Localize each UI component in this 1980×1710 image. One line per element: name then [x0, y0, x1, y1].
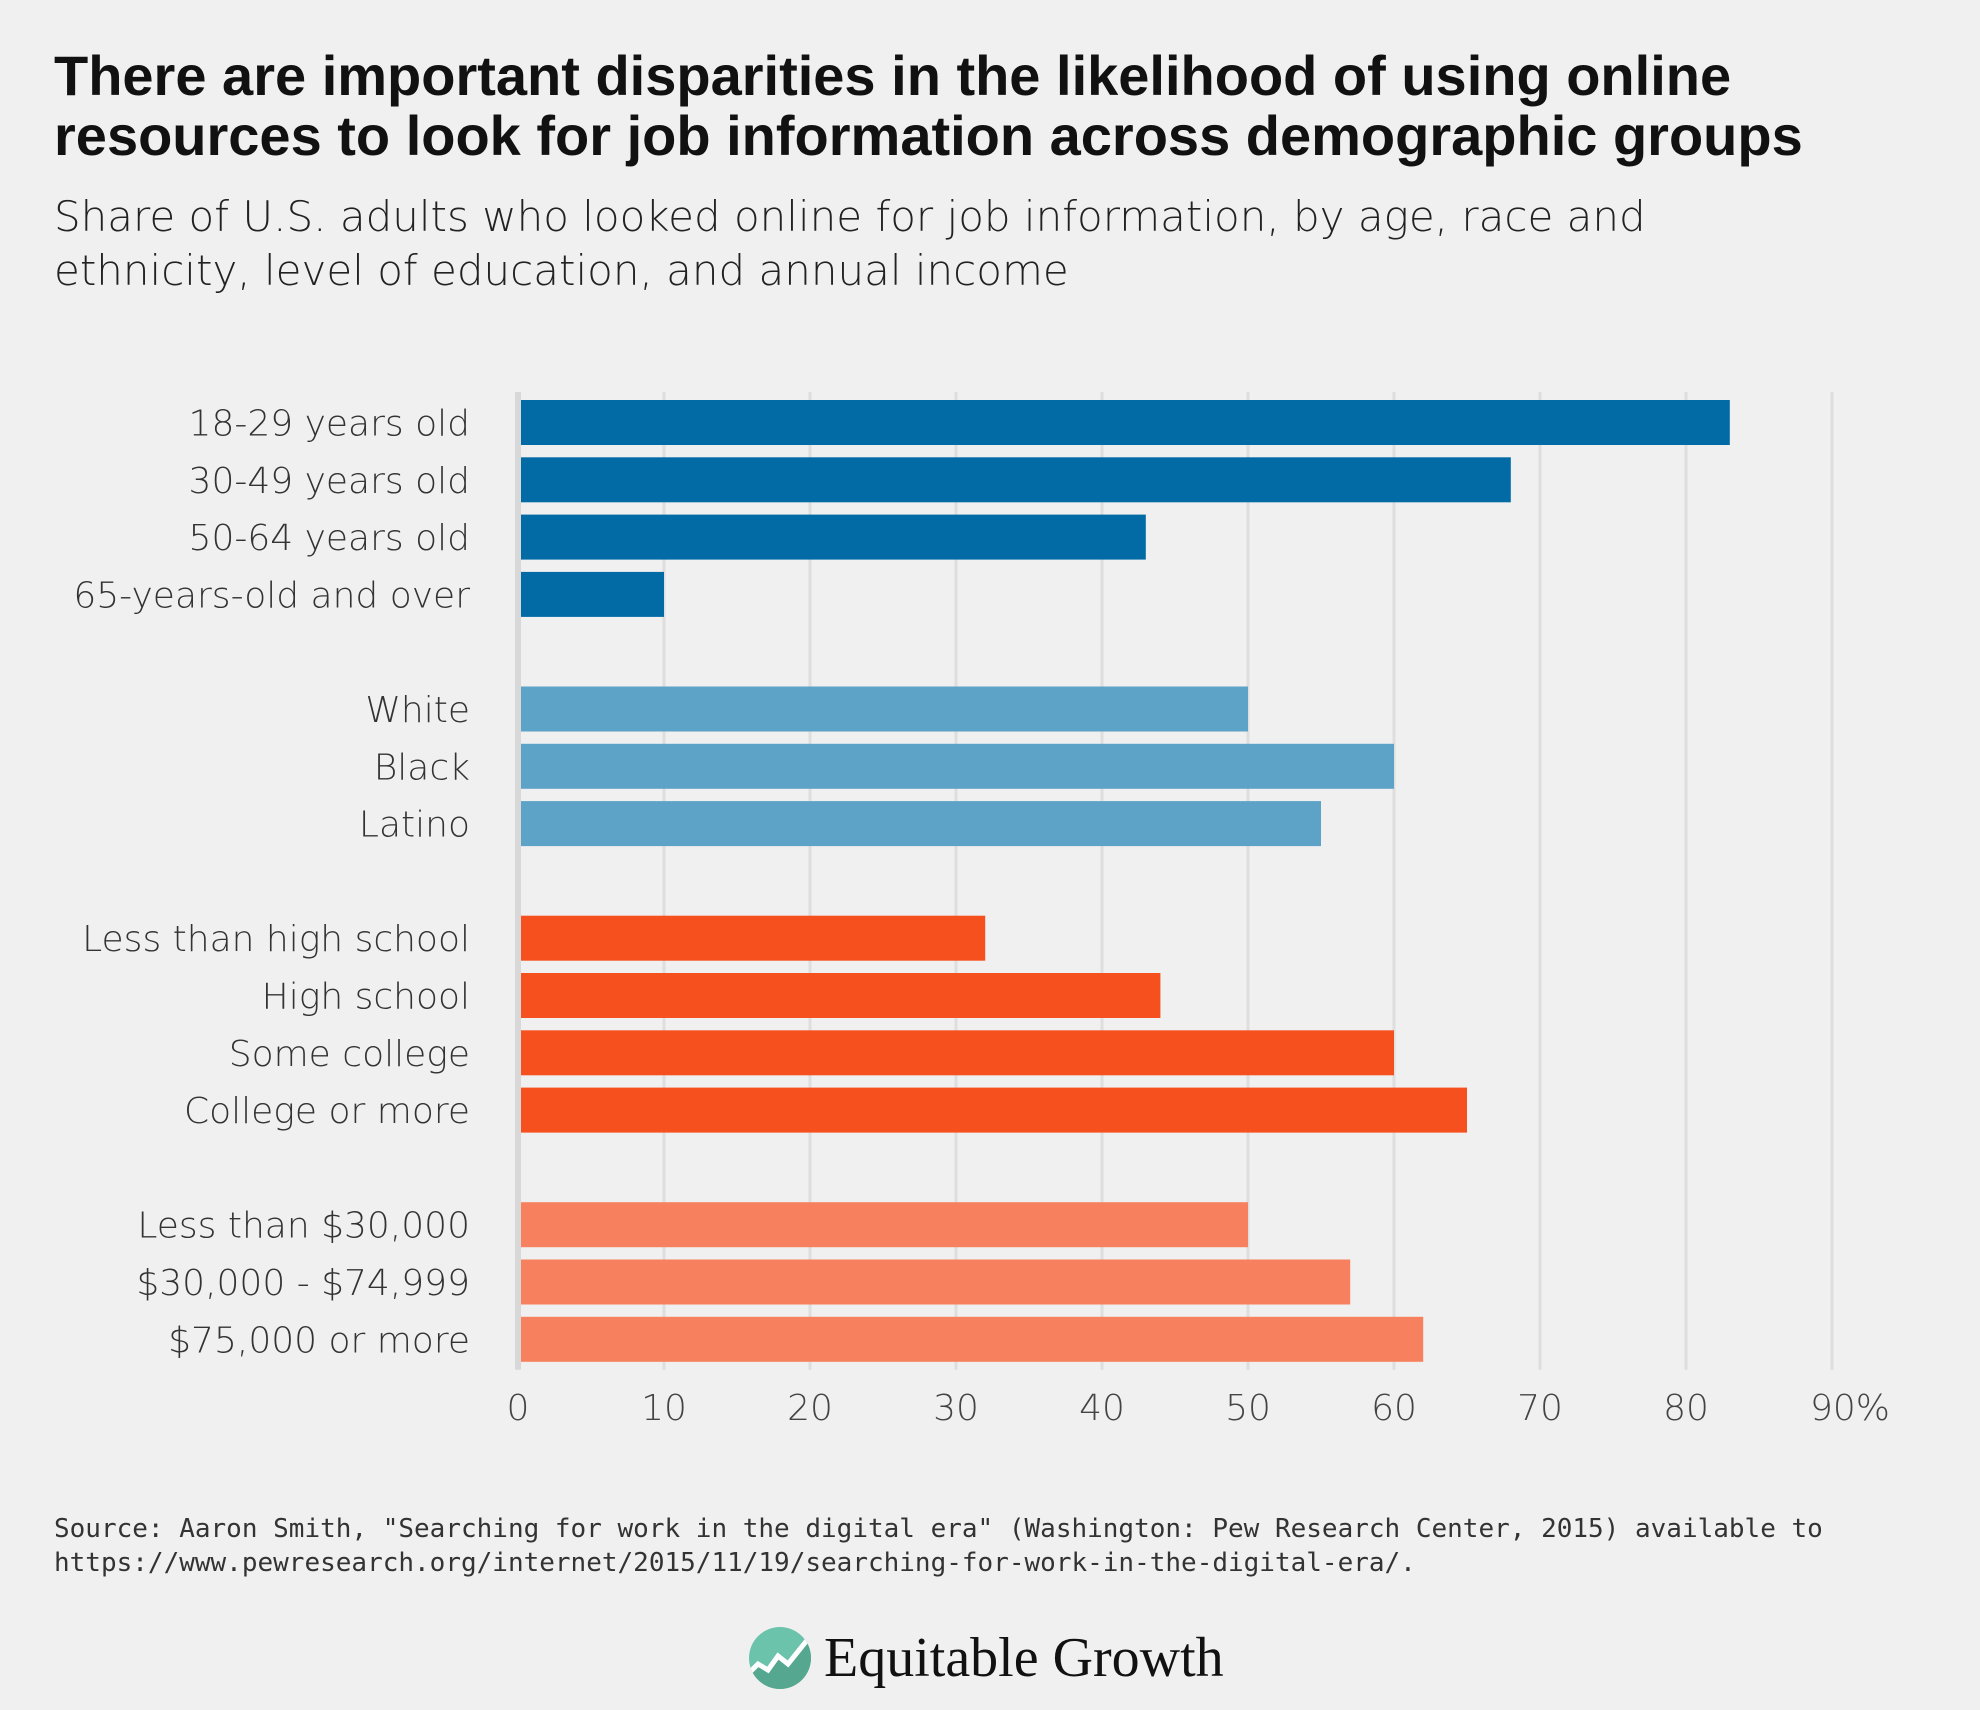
bar [521, 571, 664, 617]
bar [521, 514, 1146, 560]
category-label: $75,000 or more [168, 1320, 470, 1361]
x-tick-label: 40 [1079, 1388, 1125, 1429]
logo: Equitable Growth [748, 1626, 1224, 1690]
x-tick-label: 10 [641, 1388, 687, 1429]
category-label: 65-years-old and over [73, 575, 470, 616]
source-note: Source: Aaron Smith, "Searching for work… [54, 1514, 1823, 1578]
category-label: 18-29 years old [189, 404, 470, 445]
bar [521, 743, 1394, 789]
category-label: Less than $30,000 [137, 1206, 470, 1247]
x-tick-label: 20 [787, 1388, 833, 1429]
bar [521, 801, 1321, 847]
category-label: Black [374, 747, 470, 788]
logo-text: Equitable Growth [824, 1627, 1224, 1689]
rising-line-circle-icon [749, 1627, 811, 1689]
x-tick-label: 50 [1225, 1388, 1271, 1429]
bar [521, 1316, 1424, 1362]
category-label: 50-64 years old [189, 518, 470, 559]
category-label: $30,000 - $74,999 [136, 1263, 470, 1304]
bar [521, 686, 1248, 732]
category-label: 30-49 years old [189, 461, 470, 502]
bar [521, 915, 986, 961]
x-tick-label: 70 [1517, 1388, 1563, 1429]
category-label: High school [262, 977, 470, 1018]
bar [521, 1087, 1467, 1133]
x-tick-label: 30 [933, 1388, 979, 1429]
category-label: White [365, 690, 470, 731]
category-label: College or more [184, 1091, 470, 1132]
bar [521, 1259, 1351, 1305]
bar [521, 457, 1511, 503]
bar-chart: 18-29 years old 30-49 years old 50-64 year… [73, 392, 1890, 1429]
chart-title: There are important disparities in the l… [54, 44, 1803, 167]
bar [521, 973, 1161, 1018]
x-tick-label: 80 [1663, 1388, 1709, 1429]
category-label: Latino [359, 805, 470, 846]
chart-subtitle: Share of U.S. adults who looked online f… [54, 192, 1646, 295]
category-label: Some college [229, 1034, 470, 1075]
x-tick-label: 60 [1371, 1388, 1417, 1429]
x-tick-label: 90% [1810, 1388, 1890, 1429]
x-tick-label: 0 [507, 1388, 530, 1429]
bar [521, 1030, 1394, 1076]
bar [521, 1202, 1248, 1248]
category-label: Less than high school [82, 919, 470, 960]
bar [521, 400, 1730, 445]
